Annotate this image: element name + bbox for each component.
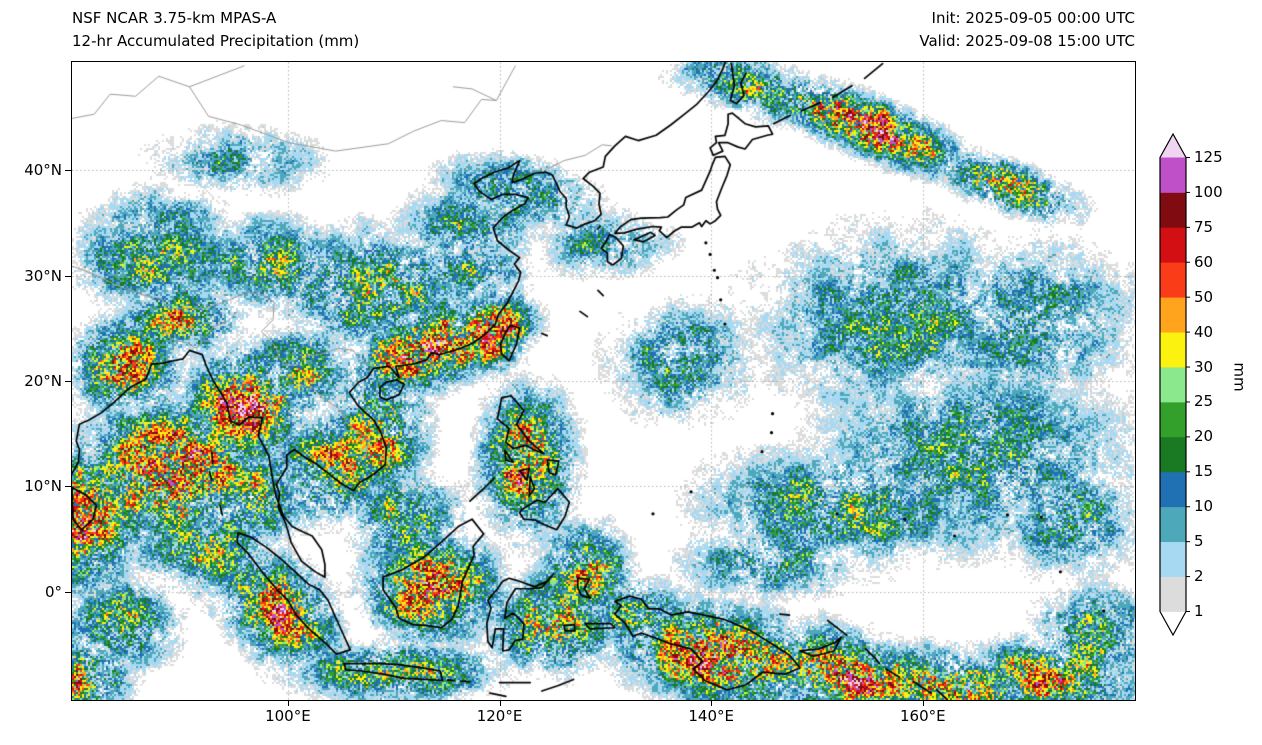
- colorbar-tick-label: 15: [1194, 462, 1214, 481]
- model-name: NSF NCAR 3.75-km MPAS-A: [72, 9, 277, 27]
- y-tick-label: 10°N: [24, 477, 62, 496]
- colorbar-tick-label: 5: [1194, 532, 1204, 551]
- colorbar-tick-label: 30: [1194, 357, 1214, 376]
- valid-time: Valid: 2025-09-08 15:00 UTC: [919, 32, 1135, 50]
- y-tick-label: 0°: [44, 582, 62, 601]
- y-tick-mark: [65, 275, 71, 277]
- y-tick-label: 30°N: [24, 266, 62, 285]
- x-tick-label: 160°E: [900, 707, 946, 725]
- colorbar-tick-label: 60: [1194, 252, 1214, 271]
- map-plot-area: [71, 61, 1136, 701]
- x-tick-mark: [922, 701, 924, 706]
- y-tick-label: 40°N: [24, 161, 62, 180]
- y-tick-label: 20°N: [24, 372, 62, 390]
- x-tick-label: 120°E: [476, 707, 523, 725]
- colorbar-tick-label: 75: [1194, 217, 1214, 236]
- x-tick-label: 100°E: [265, 707, 311, 725]
- colorbar-tick-label: 1: [1194, 602, 1204, 620]
- y-tick-mark: [65, 486, 71, 488]
- x-tick-mark: [287, 701, 289, 706]
- x-tick-mark: [711, 701, 713, 706]
- run-info-block: Init: 2025-09-05 00:00 UTC Valid: 2025-0…: [735, 7, 1135, 53]
- colorbar: [1159, 132, 1192, 640]
- product-name: 12-hr Accumulated Precipitation (mm): [72, 32, 360, 50]
- colorbar-tick-label: 100: [1194, 182, 1223, 201]
- colorbar-tick-label: 2: [1194, 567, 1204, 586]
- y-tick-mark: [65, 381, 71, 382]
- colorbar-tick-label: 10: [1194, 497, 1214, 516]
- init-time: Init: 2025-09-05 00:00 UTC: [931, 9, 1135, 27]
- colorbar-tick-label: 40: [1194, 322, 1214, 341]
- x-tick-label: 140°E: [688, 707, 734, 725]
- colorbar-tick-label: 125: [1194, 148, 1223, 166]
- colorbar-tick-label: 20: [1194, 427, 1214, 446]
- precipitation-map-canvas: [72, 62, 1135, 700]
- y-tick-mark: [65, 591, 71, 593]
- title-block: NSF NCAR 3.75-km MPAS-A 12-hr Accumulate…: [72, 7, 359, 53]
- colorbar-tick-label: 25: [1194, 392, 1214, 411]
- colorbar-tick-label: 50: [1194, 287, 1214, 306]
- colorbar-units-label: mm: [1230, 362, 1249, 392]
- y-tick-mark: [65, 170, 71, 172]
- x-tick-mark: [499, 701, 501, 706]
